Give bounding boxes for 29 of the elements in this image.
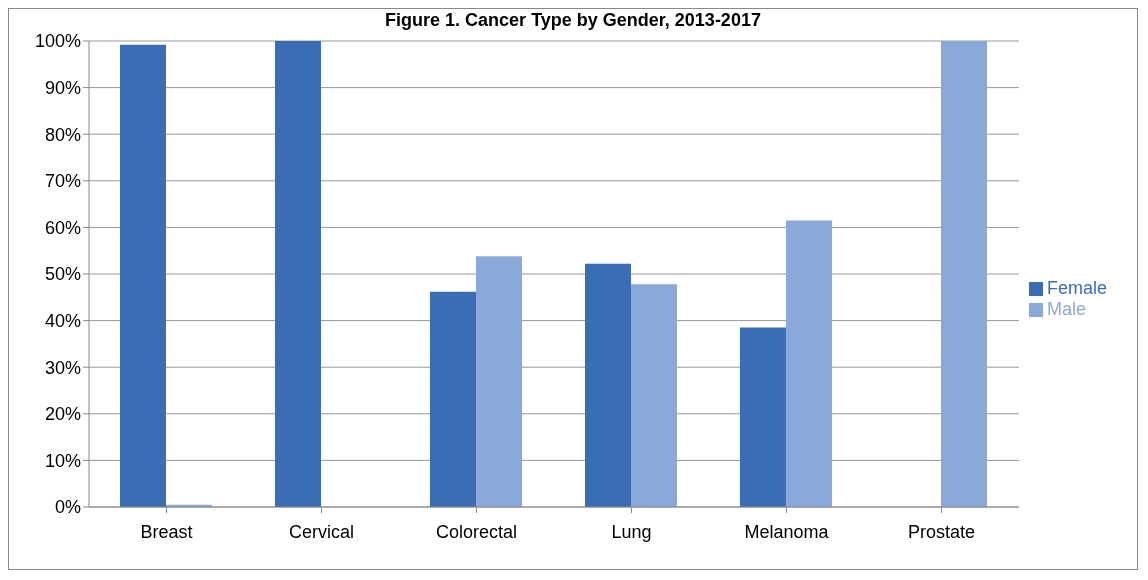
bar: [940, 41, 987, 507]
y-tick-label: 50%: [44, 264, 81, 285]
x-tick-label: Melanoma: [744, 521, 830, 542]
bar: [630, 284, 677, 507]
x-tick-label: Breast: [140, 521, 193, 542]
bar: [785, 220, 832, 507]
x-tick-label: Colorectal: [435, 521, 518, 542]
y-tick-label: 0%: [54, 497, 81, 518]
legend-label: Male: [1046, 299, 1086, 319]
x-tick-label: Cervical: [288, 521, 354, 542]
x-tick-label: Lung: [611, 521, 652, 542]
bar: [274, 41, 321, 507]
y-tick-label: 20%: [44, 404, 81, 425]
y-tick-label: 60%: [44, 217, 81, 238]
bar: [739, 327, 786, 507]
y-tick-label: 70%: [44, 171, 81, 192]
legend-label: Female: [1046, 278, 1107, 298]
x-tick-label: Prostate: [907, 521, 975, 542]
bar: [120, 44, 166, 507]
y-tick-label: 80%: [44, 124, 81, 145]
y-tick-label: 100%: [34, 31, 81, 52]
y-tick-label: 40%: [44, 310, 81, 331]
y-tick-label: 30%: [44, 357, 81, 378]
y-tick-label: 90%: [44, 77, 81, 98]
bar: [429, 291, 476, 507]
chart-title: Figure 1. Cancer Type by Gender, 2013-2017: [384, 9, 762, 31]
y-tick-label: 10%: [44, 450, 81, 471]
bar: [584, 263, 631, 507]
bar: [475, 256, 522, 507]
